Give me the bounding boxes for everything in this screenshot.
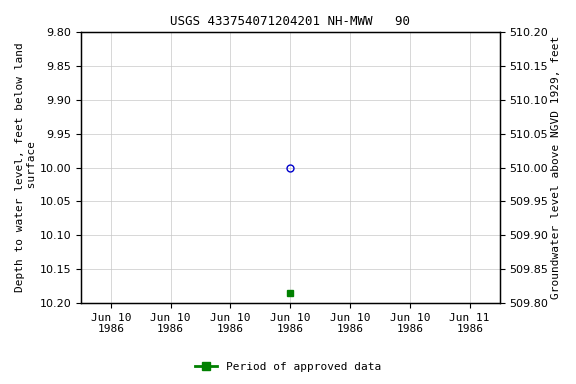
Legend: Period of approved data: Period of approved data: [191, 358, 385, 377]
Title: USGS 433754071204201 NH-MWW   90: USGS 433754071204201 NH-MWW 90: [170, 15, 410, 28]
Y-axis label: Depth to water level, feet below land
 surface: Depth to water level, feet below land su…: [15, 43, 37, 292]
Y-axis label: Groundwater level above NGVD 1929, feet: Groundwater level above NGVD 1929, feet: [551, 36, 561, 299]
